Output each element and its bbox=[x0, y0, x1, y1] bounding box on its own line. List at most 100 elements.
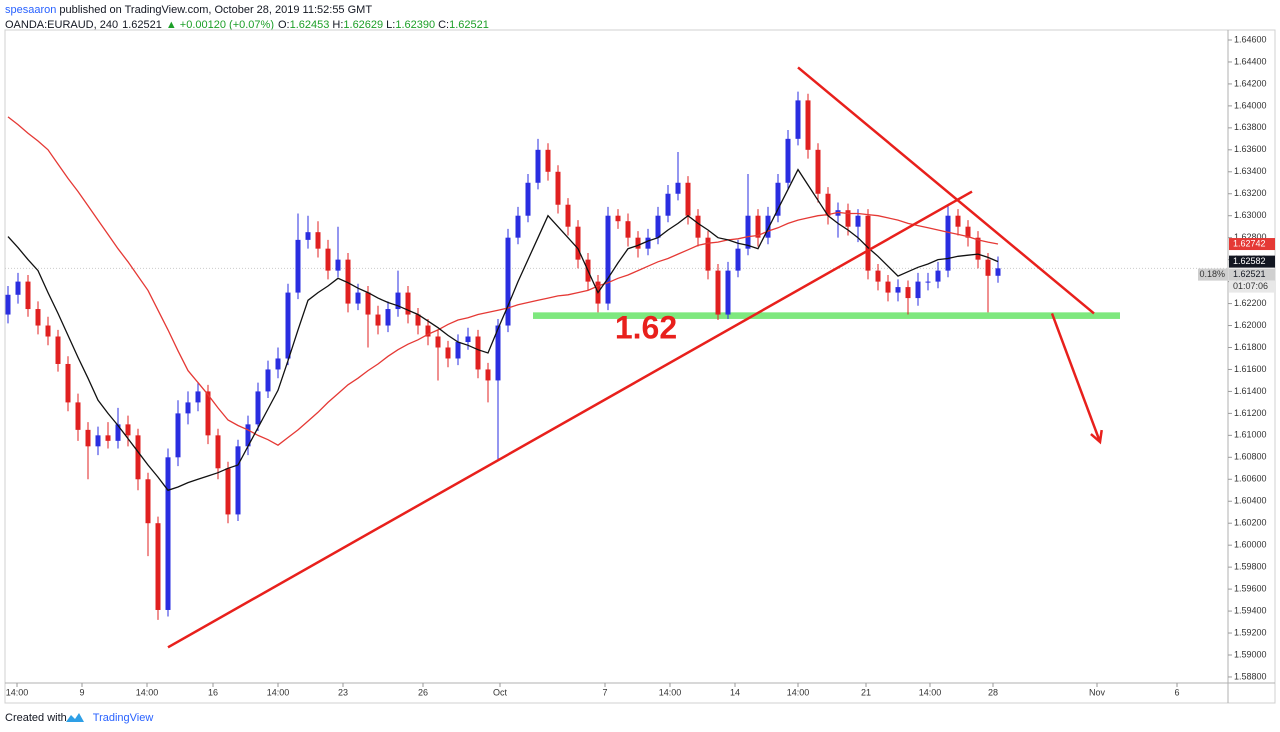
candle-body bbox=[5, 294, 11, 315]
candle-body bbox=[265, 369, 271, 392]
candle-body bbox=[845, 210, 851, 227]
y-tick-label: 1.63800 bbox=[1234, 122, 1267, 132]
y-tick-label: 1.60200 bbox=[1234, 518, 1267, 528]
last: 1.62521 bbox=[122, 19, 162, 31]
candle-body bbox=[145, 479, 151, 524]
candle-body bbox=[375, 314, 381, 326]
candle-body bbox=[745, 215, 751, 249]
x-tick-label: 14:00 bbox=[787, 687, 810, 697]
frame bbox=[4, 29, 1276, 704]
candle-body bbox=[635, 237, 641, 249]
candle-body bbox=[735, 248, 741, 271]
x-tick-label: 21 bbox=[861, 687, 871, 697]
countdown: 01:07:06 bbox=[1233, 281, 1268, 291]
y-tick-label: 1.62200 bbox=[1234, 298, 1267, 308]
h: 1.62629 bbox=[343, 19, 383, 31]
candle-body bbox=[225, 468, 231, 515]
x-tick-label: Oct bbox=[493, 687, 508, 697]
y-tick-label: 1.58800 bbox=[1234, 671, 1267, 681]
published: published on TradingView.com, October 28… bbox=[59, 4, 372, 16]
candle-body bbox=[285, 292, 291, 359]
candle-body bbox=[475, 336, 481, 370]
arrow bbox=[1050, 313, 1102, 443]
candle-body bbox=[515, 215, 521, 238]
candle-body bbox=[945, 215, 951, 271]
y-tick-label: 1.64400 bbox=[1234, 56, 1267, 66]
y-tick-label: 1.62000 bbox=[1234, 320, 1267, 330]
change: ▲ +0.00120 (+0.07%) bbox=[166, 19, 274, 31]
support-zone bbox=[533, 312, 1120, 319]
candle-body bbox=[795, 100, 801, 139]
y-tick-label: 1.61000 bbox=[1234, 430, 1267, 440]
author: spesaaron bbox=[5, 4, 56, 16]
change-box bbox=[1198, 268, 1228, 281]
candle-body bbox=[235, 446, 241, 515]
candle-body bbox=[345, 259, 351, 304]
candle-body bbox=[185, 402, 191, 414]
candle-body bbox=[275, 358, 281, 370]
trend-line bbox=[167, 190, 973, 649]
candle-body bbox=[355, 292, 361, 304]
candle-body bbox=[335, 259, 341, 271]
candle-body bbox=[675, 182, 681, 194]
candle-body bbox=[895, 287, 901, 293]
candle-body bbox=[995, 268, 1001, 276]
candle-body bbox=[465, 336, 471, 343]
h-label: H: bbox=[332, 19, 343, 31]
y-tick-label: 1.63400 bbox=[1234, 166, 1267, 176]
created: Created with bbox=[5, 712, 67, 724]
candle-body bbox=[205, 391, 211, 436]
candle-body bbox=[245, 424, 251, 447]
price-label-box bbox=[1229, 238, 1275, 251]
candle-body bbox=[215, 435, 221, 469]
trend-line bbox=[797, 66, 1095, 315]
candle-body bbox=[315, 232, 321, 249]
x-tick-label: 16 bbox=[208, 687, 218, 697]
candle-body bbox=[365, 292, 371, 315]
price-label: 1.62742 bbox=[1233, 238, 1266, 248]
candle-body bbox=[495, 325, 501, 381]
candle-body bbox=[95, 435, 101, 447]
y-tick-label: 1.59400 bbox=[1234, 605, 1267, 615]
candle-body bbox=[645, 237, 651, 249]
y-tick-label: 1.60600 bbox=[1234, 474, 1267, 484]
candle-body bbox=[545, 149, 551, 172]
candle-body bbox=[45, 325, 51, 337]
price-label: 1.62521 bbox=[1233, 269, 1266, 279]
x-tick-label: 28 bbox=[988, 687, 998, 697]
candle-body bbox=[525, 182, 531, 216]
candle-body bbox=[35, 309, 41, 326]
candle-body bbox=[255, 391, 261, 425]
candle-body bbox=[915, 281, 921, 299]
candle-body bbox=[85, 429, 91, 447]
l-label: L: bbox=[386, 19, 395, 31]
candle-body bbox=[885, 281, 891, 293]
c: 1.62521 bbox=[449, 19, 489, 31]
change-pct: 0.18% bbox=[1199, 269, 1225, 279]
y-tick-label: 1.62800 bbox=[1234, 232, 1267, 242]
candle-body bbox=[15, 281, 21, 295]
candle-body bbox=[685, 182, 691, 216]
moving-average bbox=[7, 116, 999, 446]
y-tick-label: 1.59000 bbox=[1234, 649, 1267, 659]
candle-body bbox=[965, 226, 971, 238]
candle-body bbox=[445, 347, 451, 359]
countdown-box bbox=[1229, 280, 1275, 293]
y-tick-label: 1.61600 bbox=[1234, 364, 1267, 374]
x-tick-label: 14:00 bbox=[659, 687, 682, 697]
candle-body bbox=[165, 457, 171, 610]
moving-average bbox=[7, 168, 999, 492]
candle-body bbox=[175, 413, 181, 458]
candle-body bbox=[565, 204, 571, 227]
candle-body bbox=[75, 402, 81, 430]
y-tick-label: 1.64000 bbox=[1234, 100, 1267, 110]
price-label: 1.62582 bbox=[1233, 256, 1266, 266]
o-label: O: bbox=[278, 19, 290, 31]
candle-body bbox=[705, 237, 711, 271]
x-tick-label: 9 bbox=[79, 687, 84, 697]
candle-body bbox=[295, 239, 301, 293]
candle-body bbox=[55, 336, 61, 364]
x-tick-label: 14:00 bbox=[919, 687, 942, 697]
